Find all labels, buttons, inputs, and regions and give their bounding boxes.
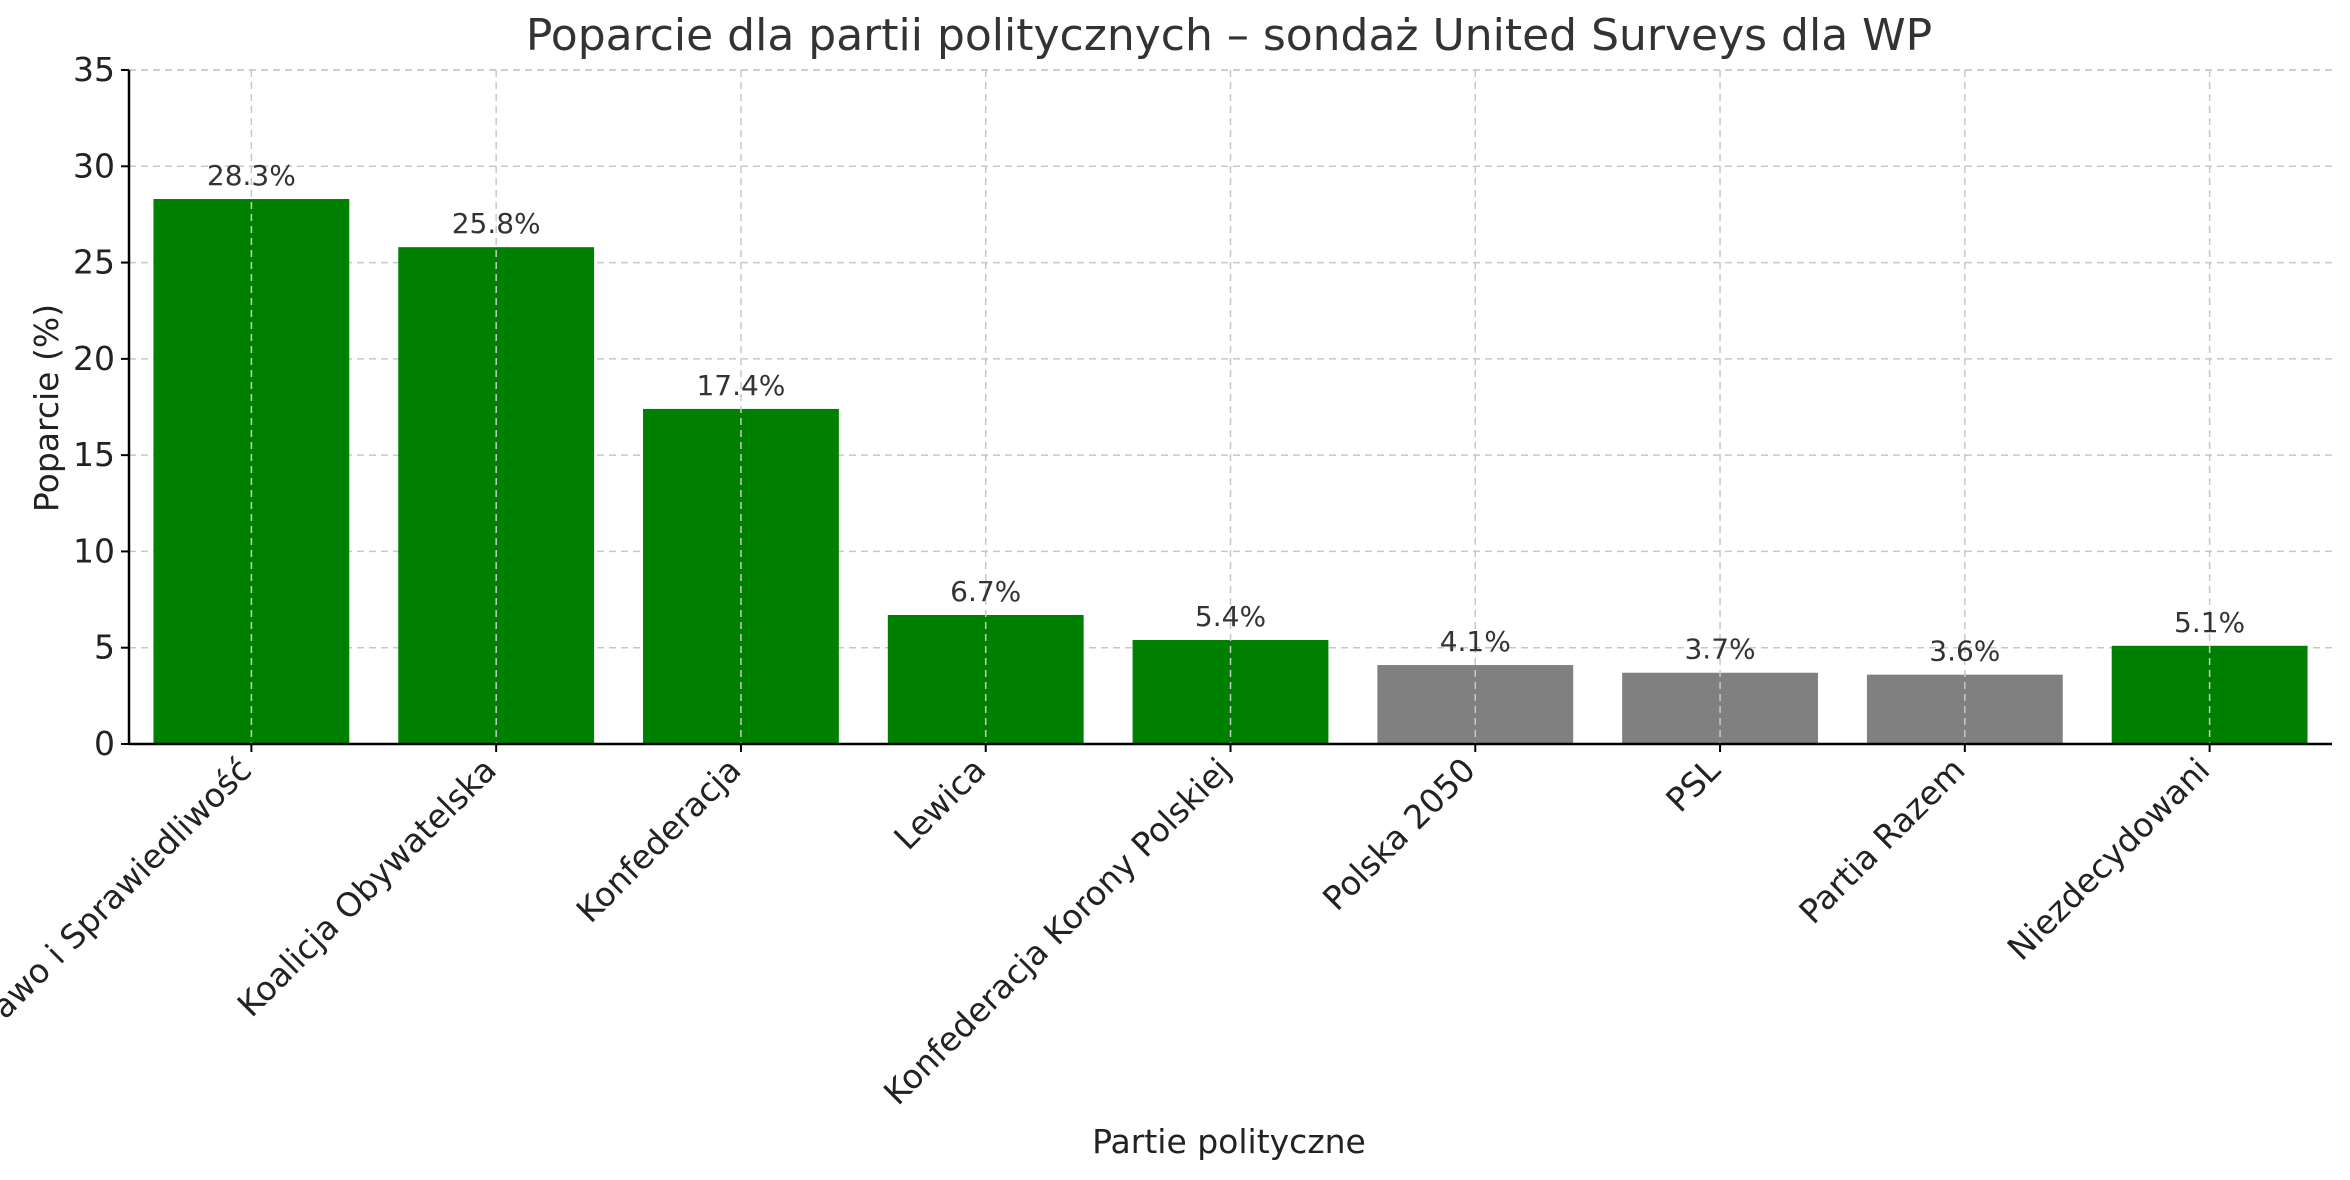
x-tick-label-niezdecydowani: Niezdecydowani <box>2000 750 2218 968</box>
x-tick-label-koalicja-obywatelska: Koalicja Obywatelska <box>230 750 504 1024</box>
data-label-niezdecydowani: 5.1% <box>2174 606 2245 639</box>
x-tick-label-psl: PSL <box>1658 750 1728 820</box>
data-label-partia-razem: 3.6% <box>1929 635 2000 668</box>
y-tick-label: 25 <box>73 243 115 282</box>
axes <box>121 69 2332 752</box>
x-tick-label-konfederacja: Konfederacja <box>569 750 749 930</box>
x-tick-label-polska-2050: Polska 2050 <box>1315 750 1483 918</box>
x-tick-label-prawo-i-sprawiedliwosc: Prawo i Sprawiedliwość <box>0 750 259 1049</box>
data-label-konfederacja-korony-polskiej: 5.4% <box>1195 600 1266 633</box>
data-label-polska-2050: 4.1% <box>1440 625 1511 658</box>
y-axis-label: Poparcie (%) <box>27 304 66 512</box>
data-label-psl: 3.7% <box>1684 633 1755 666</box>
y-tick-label: 20 <box>73 339 115 378</box>
y-tick-label: 0 <box>94 724 115 763</box>
data-label-koalicja-obywatelska: 25.8% <box>452 207 541 240</box>
y-tick-label: 5 <box>94 628 115 667</box>
y-tick-label: 35 <box>73 50 115 89</box>
x-tick-label-partia-razem: Partia Razem <box>1791 750 1972 931</box>
data-label-lewica: 6.7% <box>950 575 1021 608</box>
chart-title: Poparcie dla partii politycznych – sonda… <box>526 10 1932 61</box>
bar-konfederacja-korony-polskiej <box>1132 640 1329 744</box>
data-label-konfederacja: 17.4% <box>696 369 785 402</box>
data-label-prawo-i-sprawiedliwosc: 28.3% <box>207 159 296 192</box>
y-tick-label: 10 <box>73 531 115 570</box>
y-tick-label: 15 <box>73 435 115 474</box>
y-tick-label: 30 <box>73 146 115 185</box>
x-tick-label-lewica: Lewica <box>886 750 993 857</box>
x-axis-label: Partie polityczne <box>1092 1122 1366 1161</box>
